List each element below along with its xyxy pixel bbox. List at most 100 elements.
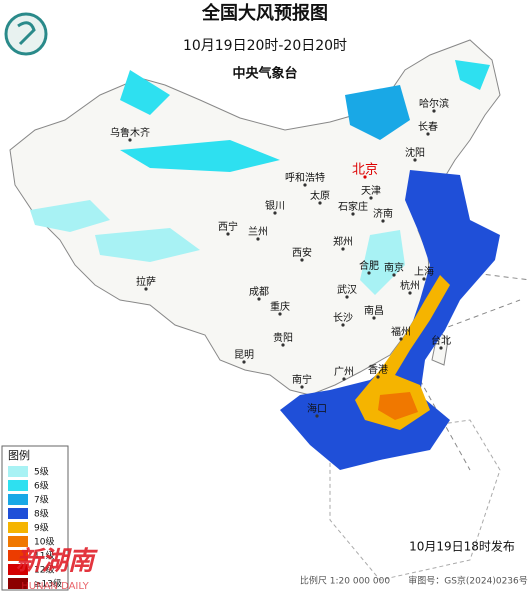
city-label: 郑州 [333, 235, 353, 248]
wind-area [355, 275, 450, 430]
wind-area [95, 228, 200, 262]
city-dot [242, 360, 246, 364]
legend-label: 12级 [34, 564, 54, 576]
city-dot [278, 312, 282, 316]
city-label: 海口 [307, 402, 327, 415]
legend-label: ≥13级 [34, 578, 62, 590]
city-dot [342, 377, 346, 381]
city-label: 杭州 [400, 279, 420, 292]
city-label: 贵阳 [273, 331, 293, 344]
city-label: 香港 [368, 364, 388, 376]
wind-area [360, 230, 405, 295]
legend-label: 11级 [34, 550, 54, 562]
legend-label: 10级 [34, 536, 54, 548]
city-label: 拉萨 [136, 275, 156, 288]
city-dot [281, 343, 285, 347]
legend-label: 5级 [34, 466, 49, 478]
city-dot [318, 201, 322, 205]
city-dot [226, 232, 230, 236]
legend-title: 图例 [8, 448, 30, 462]
city-dot [392, 273, 396, 277]
city-label: 西安 [292, 246, 312, 259]
city-label: 重庆 [270, 300, 290, 313]
city-dot [144, 287, 148, 291]
city-label: 乌鲁木齐 [110, 126, 150, 139]
city-label: 南昌 [364, 304, 384, 317]
city-label: 昆明 [234, 349, 254, 361]
city-dot [351, 212, 355, 216]
city-label: 福州 [391, 325, 411, 338]
wind-area [120, 70, 170, 115]
city-label: 上海 [414, 265, 434, 278]
city-dot [381, 219, 385, 223]
city-label: 兰州 [248, 225, 268, 238]
city-label: 石家庄 [338, 200, 368, 213]
city-dot [256, 237, 260, 241]
city-label: 台北 [431, 334, 451, 347]
city-label: 合肥 [359, 259, 379, 272]
city-dot [369, 196, 373, 200]
city-label: 北京 [352, 163, 378, 178]
legend-swatch [8, 550, 28, 561]
legend-swatch [8, 578, 28, 589]
city-label: 南京 [384, 261, 404, 274]
city-dot [413, 158, 417, 162]
legend-swatch [8, 564, 28, 575]
city-dot [315, 414, 319, 418]
city-dot [422, 277, 426, 281]
legend: 5级 6级 7级 8级 9级 10级 11级 12级 ≥13级 [8, 466, 62, 590]
city-label: 长沙 [333, 312, 353, 324]
legend-swatch [8, 480, 28, 491]
wind-area [280, 170, 500, 470]
logo-mark [17, 21, 36, 46]
issued-time: 10月19日18时发布 [409, 539, 515, 554]
city-label: 成都 [249, 286, 269, 298]
city-dot [367, 271, 371, 275]
scale: 比例尺 1:20 000 000 [300, 575, 390, 587]
city-dot [408, 291, 412, 295]
city-dot [257, 297, 261, 301]
city-dot [273, 211, 277, 215]
city-label: 西宁 [218, 220, 238, 233]
title: 全国大风预报图 [201, 2, 328, 24]
logo [4, 12, 48, 56]
legend-label: 9级 [34, 522, 49, 534]
wind-area [30, 200, 110, 232]
wind-area [345, 85, 410, 140]
legend-swatch [8, 536, 28, 547]
city-dot [399, 337, 403, 341]
city-label: 南宁 [292, 373, 312, 386]
city-dot [303, 183, 307, 187]
city-label: 银川 [265, 199, 285, 212]
watermark: 新湖南 [16, 547, 98, 577]
city-label: 太原 [310, 189, 330, 202]
city-label: 天津 [361, 185, 381, 197]
legend-label: 6级 [34, 480, 49, 492]
legend-swatch [8, 494, 28, 505]
city-dot [376, 375, 380, 379]
legend-swatch [8, 522, 28, 533]
city-dot [432, 109, 436, 113]
legend-label: 8级 [34, 508, 49, 520]
subtitle: 10月19日20时-20日20时 [183, 38, 347, 54]
wind-area [455, 60, 490, 90]
city-dot [439, 346, 443, 350]
city-dot [300, 258, 304, 262]
city-label: 长春 [418, 121, 438, 133]
city-dot [426, 132, 430, 136]
city-label: 哈尔滨 [419, 97, 449, 110]
city-label: 广州 [334, 366, 354, 378]
city-label: 沈阳 [405, 146, 425, 159]
south-china-sea-line [329, 419, 501, 581]
wind-area [378, 392, 418, 420]
city-dot [300, 385, 304, 389]
city-dot [341, 323, 345, 327]
issuer: 中央气象台 [232, 66, 297, 82]
watermark-english: HUNAN DAILY [21, 581, 89, 592]
legend-swatch [8, 508, 28, 519]
legend-label: 7级 [34, 494, 49, 506]
city-dot [372, 316, 376, 320]
city-dot [341, 247, 345, 251]
